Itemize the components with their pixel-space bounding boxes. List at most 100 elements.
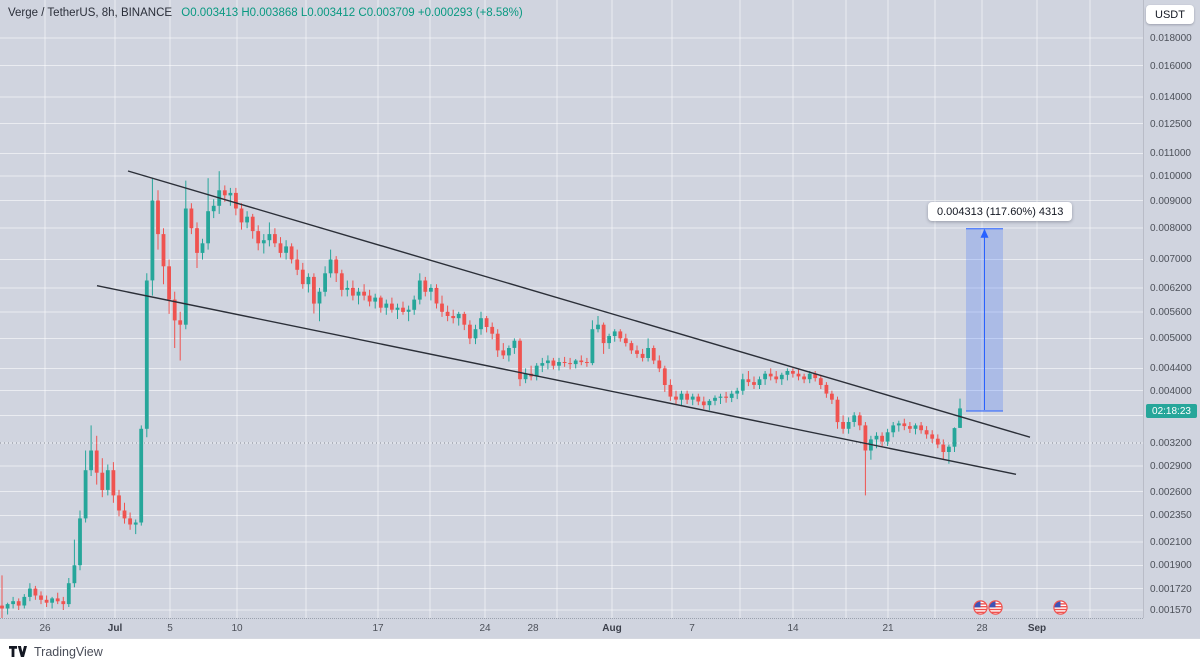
candle-body (752, 382, 756, 385)
price-tick-label: 0.001720 (1150, 584, 1192, 595)
candle-body (22, 596, 27, 606)
candle-body (629, 343, 634, 351)
time-tick-label: 5 (167, 623, 173, 634)
price-tick-label: 0.005600 (1150, 307, 1192, 318)
candle-body (78, 518, 82, 566)
candle-body (5, 604, 10, 609)
time-tick-label: 24 (479, 623, 491, 634)
candle-body (607, 336, 611, 344)
candle-body (278, 243, 283, 253)
candle-body (284, 246, 288, 253)
us-flag-event-icon[interactable] (1053, 600, 1068, 615)
candle-body (618, 331, 623, 339)
candle-body (590, 329, 595, 364)
candle-body (156, 200, 160, 235)
candle-body (206, 211, 210, 244)
tradingview-logo-icon[interactable] (9, 646, 27, 658)
candle-body (139, 428, 144, 523)
candle-body (690, 396, 695, 400)
chart-legend[interactable]: Verge / TetherUS, 8h, BINANCE O0.003413 … (8, 7, 523, 19)
tradingview-brand-text[interactable]: TradingView (34, 645, 103, 659)
candle-body (351, 287, 355, 296)
candle-body (546, 360, 550, 364)
candle-body (935, 438, 940, 445)
candle-body (640, 353, 645, 358)
candle-body (857, 415, 862, 426)
candle-body (774, 376, 779, 380)
candle-body (183, 208, 188, 325)
candle-body (401, 307, 405, 312)
time-tick-label: 28 (976, 623, 988, 634)
price-axis[interactable]: 0.018000 0.016000 0.014000 0.012500 0.011000… (1143, 0, 1200, 618)
candle-body (445, 311, 450, 316)
bar-countdown-label[interactable]: 02:18:23 (1146, 404, 1197, 418)
candle-body (362, 291, 366, 296)
price-range-measure-label[interactable]: 0.004313 (117.60%) 4313 (928, 202, 1073, 221)
candle-body (245, 216, 249, 223)
candle-body (484, 318, 489, 327)
candle-body (501, 350, 506, 356)
candle-body (468, 324, 472, 339)
us-flag-event-icon[interactable] (988, 600, 1003, 615)
price-tick-label: 0.002900 (1150, 461, 1192, 472)
candle-body (534, 365, 539, 377)
time-tick-label: 7 (689, 623, 695, 634)
candle-body (579, 360, 584, 363)
candle-body (150, 200, 155, 281)
candle-body (696, 396, 701, 402)
candle-body (701, 401, 706, 406)
candle-body (735, 390, 740, 394)
candlestick-chart[interactable] (0, 0, 1143, 618)
candle-body (222, 190, 227, 196)
candle-body (161, 234, 166, 267)
trendline-channel-lower[interactable] (96, 285, 1017, 475)
price-tick-label: 0.003200 (1150, 438, 1192, 449)
candle-body (651, 348, 656, 361)
time-tick-label: 21 (882, 623, 894, 634)
candle-body (908, 426, 912, 429)
candle-body (947, 446, 951, 452)
candle-body (763, 373, 767, 380)
candle-body (623, 338, 628, 344)
candle-body (111, 470, 116, 496)
candle-body (0, 605, 4, 609)
symbol-title[interactable]: Verge / TetherUS, 8h, BINANCE (8, 7, 173, 19)
time-tick-label: Jul (107, 623, 123, 634)
us-flag-event-icon[interactable] (973, 600, 988, 615)
candle-body (144, 280, 149, 429)
candle-body (72, 565, 77, 584)
candle-body (367, 295, 372, 302)
candle-body (378, 297, 383, 308)
candle-body (746, 379, 751, 383)
candle-body (852, 415, 857, 422)
price-tick-label: 0.002600 (1150, 487, 1192, 498)
candle-body (61, 601, 66, 605)
trendline-channel-upper[interactable] (127, 170, 1031, 438)
candle-body (646, 348, 650, 358)
candle-body (779, 374, 784, 380)
candle-body (250, 216, 255, 232)
currency-toggle-button[interactable]: USDT (1146, 5, 1194, 24)
candle-body (267, 234, 272, 241)
candle-body (334, 259, 339, 274)
candle-body (128, 518, 132, 525)
projection-arrow-head-icon (980, 228, 989, 238)
price-tick-label: 0.005000 (1150, 333, 1192, 344)
candle-body (846, 422, 851, 429)
candle-body (312, 276, 316, 304)
candle-body (306, 276, 311, 285)
time-axis[interactable]: 26 Jul 5 10 17 24 28 Aug 7 14 21 28 Sep (0, 618, 1143, 639)
candle-body (300, 269, 305, 285)
candle-body (39, 595, 43, 600)
candle-body (635, 350, 639, 354)
candle-body (713, 397, 717, 401)
candle-body (707, 400, 712, 406)
candle-body (791, 371, 795, 374)
candle-body (384, 303, 389, 308)
candle-body (479, 318, 483, 330)
chart-plot-area[interactable] (0, 0, 1143, 618)
candle-body (172, 299, 177, 321)
candle-body (105, 470, 110, 490)
candle-body (668, 384, 673, 397)
candle-body (211, 205, 216, 212)
